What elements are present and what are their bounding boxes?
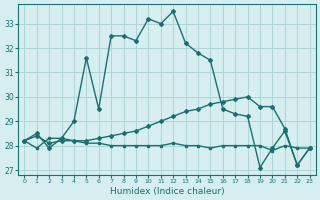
X-axis label: Humidex (Indice chaleur): Humidex (Indice chaleur) bbox=[110, 187, 224, 196]
